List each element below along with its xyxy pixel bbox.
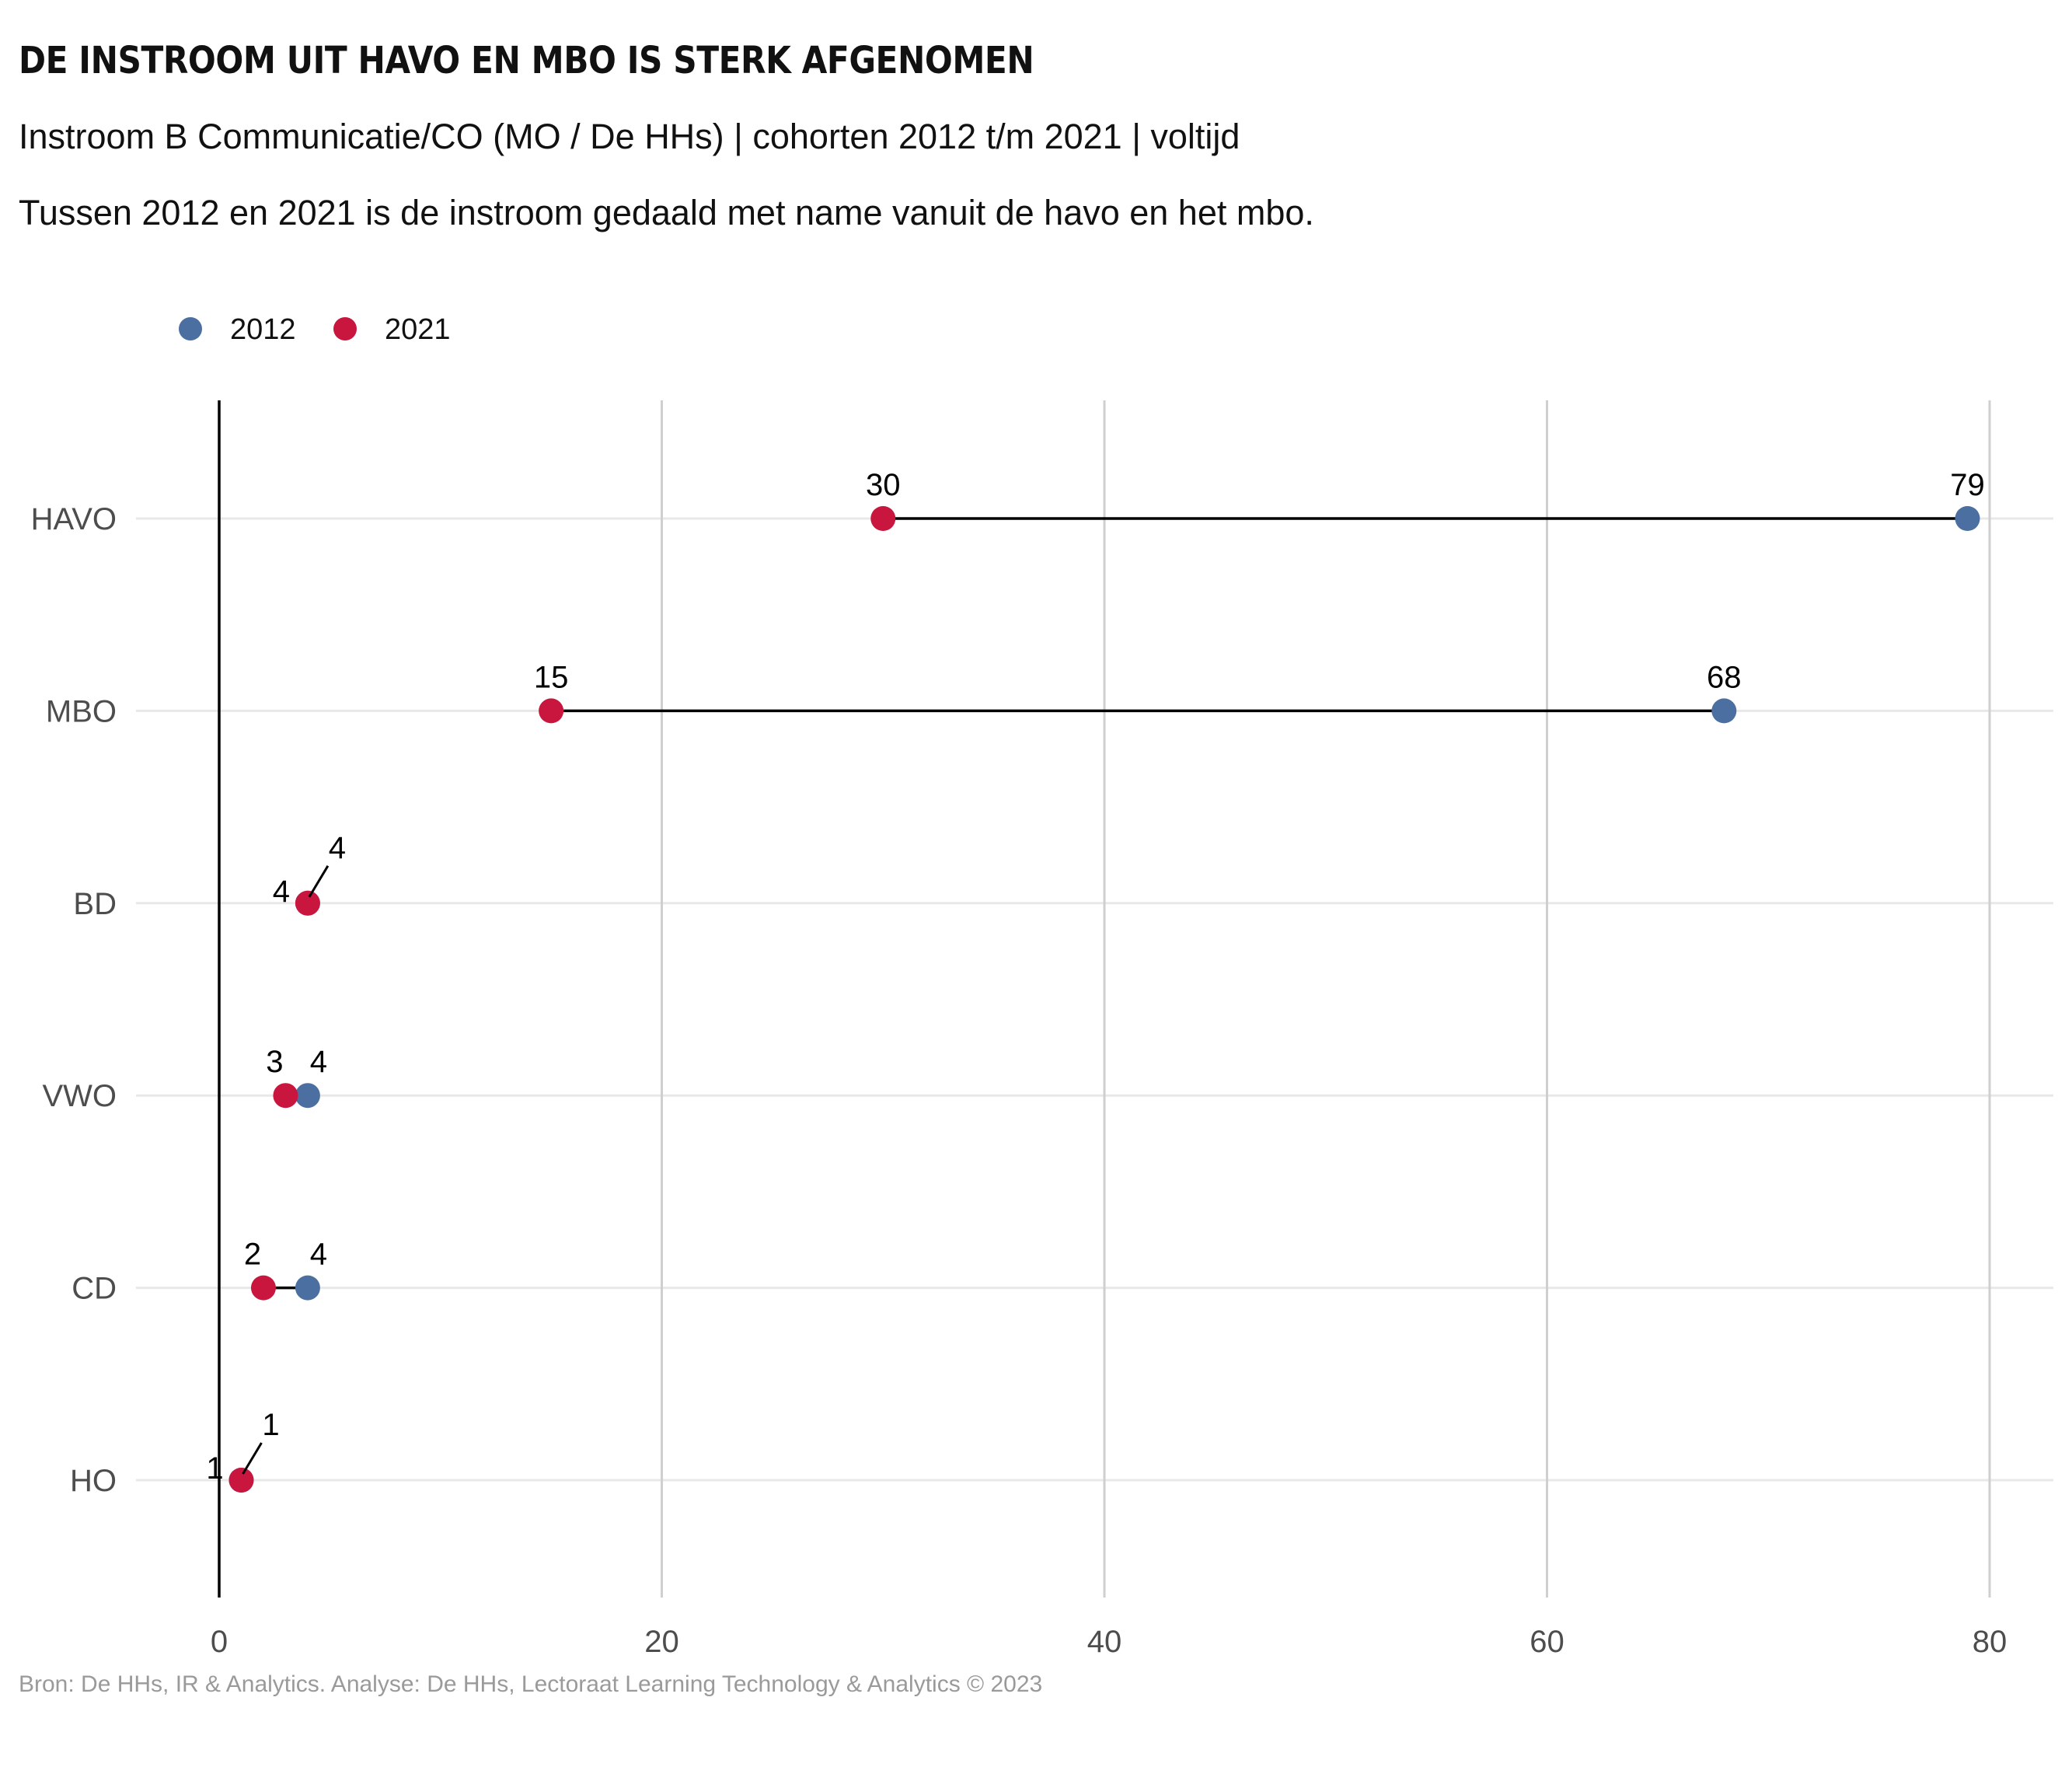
point-2012 bbox=[1955, 506, 1980, 531]
x-tick-label: 0 bbox=[211, 1625, 228, 1659]
data-label-2012: 4 bbox=[310, 1238, 327, 1272]
y-tick-label: HO bbox=[70, 1464, 117, 1498]
x-tick-label: 60 bbox=[1530, 1625, 1564, 1659]
data-label-2021: 15 bbox=[534, 660, 569, 694]
point-2021 bbox=[273, 1083, 298, 1109]
y-tick-label: HAVO bbox=[31, 502, 117, 536]
point-2021 bbox=[295, 890, 320, 916]
point-2021 bbox=[870, 506, 896, 531]
legend-marker-2021 bbox=[333, 317, 357, 340]
legend-marker-2012 bbox=[179, 317, 202, 340]
chart-subtitle: Instroom B Communicatie/CO (MO / De HHs)… bbox=[19, 117, 1240, 156]
x-tick-label: 80 bbox=[1973, 1625, 2007, 1659]
point-2021 bbox=[228, 1468, 254, 1493]
chart-caption: Tussen 2012 en 2021 is de instroom gedaa… bbox=[19, 193, 1314, 232]
data-label-2012: 1 bbox=[262, 1408, 279, 1442]
source-note: Bron: De HHs, IR & Analytics. Analyse: D… bbox=[19, 1671, 1043, 1697]
y-tick-label: MBO bbox=[46, 694, 117, 728]
y-tick-label: BD bbox=[73, 887, 117, 921]
x-tick-label: 40 bbox=[1087, 1625, 1122, 1659]
data-label-2012: 79 bbox=[1950, 468, 1985, 502]
data-label-2021: 3 bbox=[266, 1045, 283, 1079]
legend-label-2012: 2012 bbox=[230, 313, 296, 346]
label-leader bbox=[242, 1442, 263, 1475]
data-label-2012: 4 bbox=[329, 831, 346, 865]
point-2021 bbox=[250, 1275, 276, 1301]
point-2021 bbox=[539, 698, 564, 724]
data-label-2021: 1 bbox=[206, 1451, 223, 1486]
data-label-2012: 4 bbox=[310, 1045, 327, 1079]
chart-title: DE INSTROOM UIT HAVO EN MBO IS STERK AFG… bbox=[19, 39, 1034, 82]
point-2012 bbox=[295, 1275, 320, 1301]
y-tick-label: VWO bbox=[42, 1079, 117, 1113]
point-2012 bbox=[295, 1083, 320, 1109]
point-2012 bbox=[1711, 698, 1737, 724]
data-label-2012: 68 bbox=[1707, 660, 1742, 694]
x-tick-label: 20 bbox=[644, 1625, 679, 1659]
label-leader bbox=[308, 865, 330, 898]
data-label-2021: 30 bbox=[866, 468, 901, 502]
y-tick-label: CD bbox=[72, 1272, 117, 1306]
data-label-2021: 4 bbox=[273, 875, 290, 909]
data-label-2021: 2 bbox=[244, 1238, 261, 1272]
legend-label-2021: 2021 bbox=[385, 313, 451, 346]
